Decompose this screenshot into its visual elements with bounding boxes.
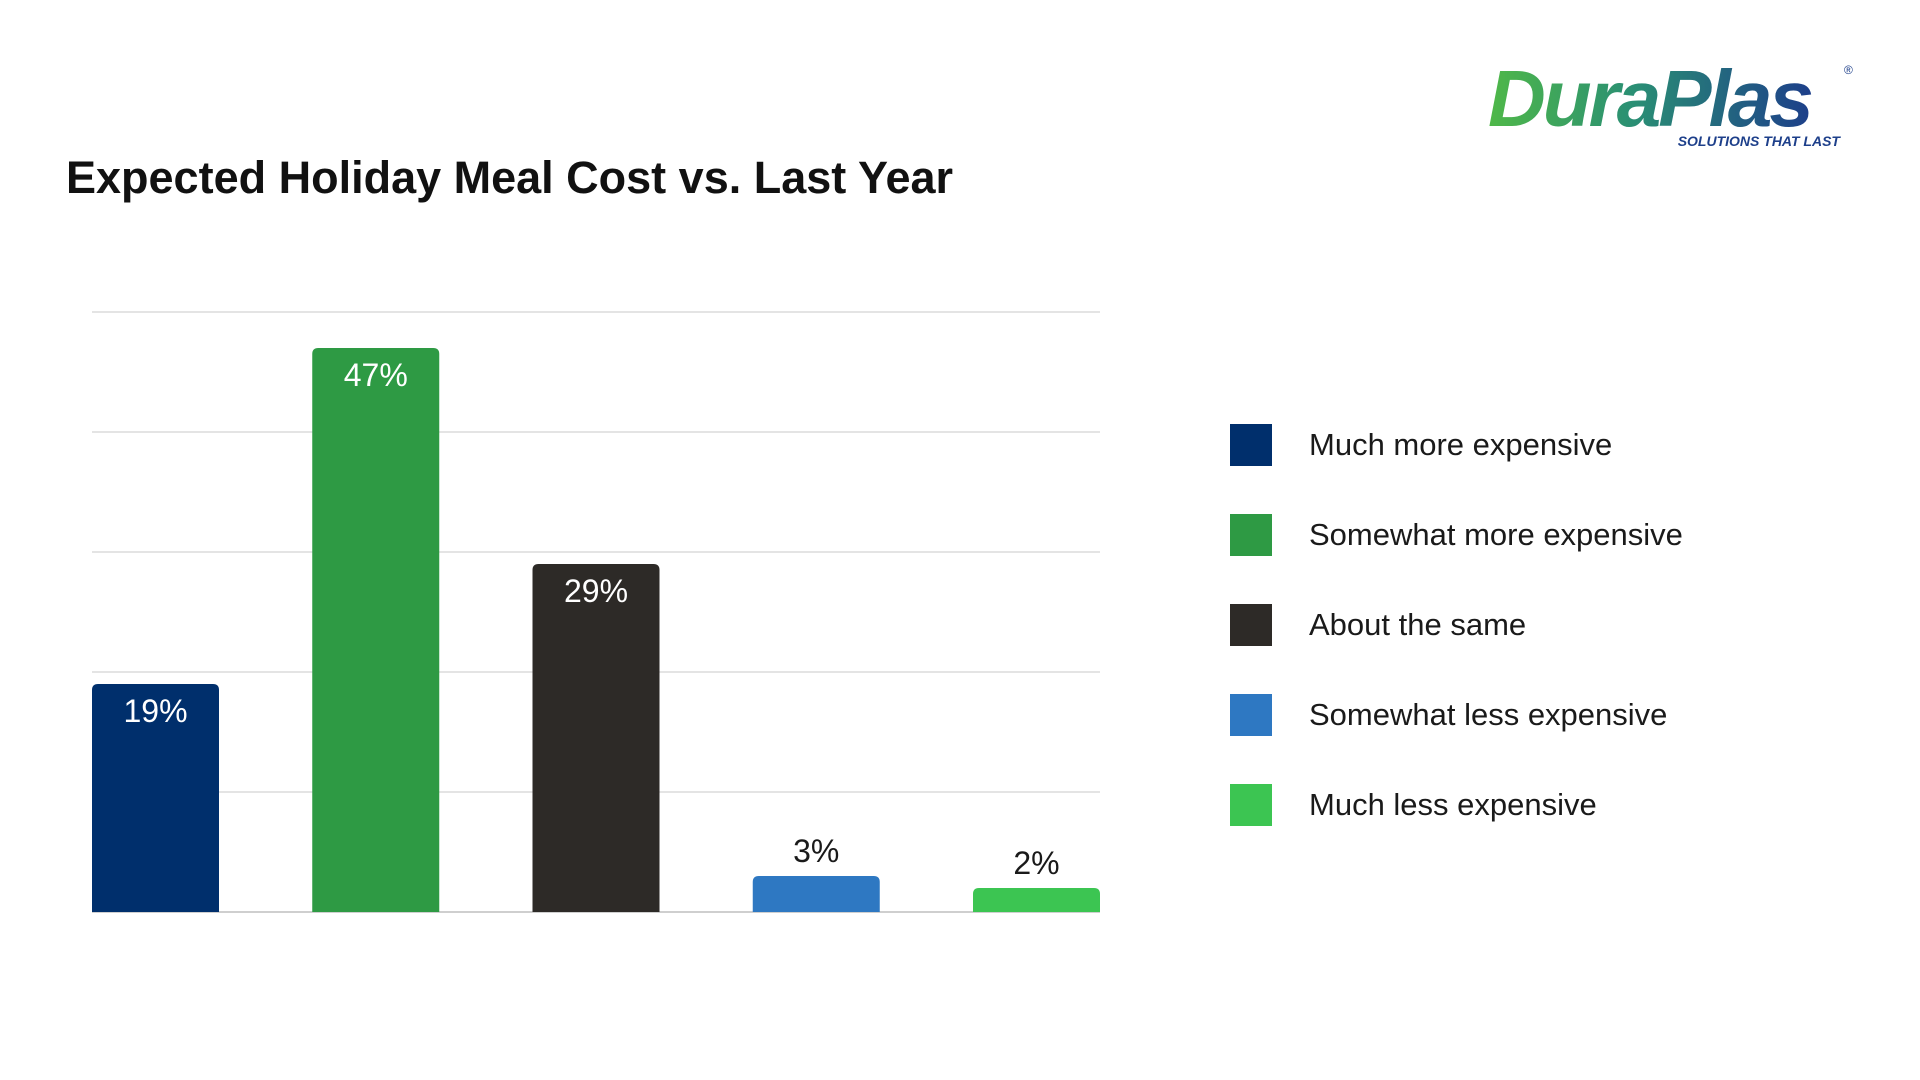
bar-value-label: 3%	[793, 833, 839, 869]
legend-item: About the same	[1230, 580, 1850, 670]
legend-swatch	[1230, 604, 1272, 646]
logo-tagline: SOLUTIONS THAT LAST	[1678, 133, 1842, 149]
legend-label: Much less expensive	[1309, 787, 1597, 822]
bar-value-label: 2%	[1013, 845, 1059, 881]
bar-much-more-expensive	[92, 684, 219, 912]
chart-legend: Much more expensive Somewhat more expensi…	[1230, 400, 1850, 850]
legend-swatch	[1230, 784, 1272, 826]
legend-swatch	[1230, 514, 1272, 556]
legend-swatch	[1230, 424, 1272, 466]
logo-brand-part1: Dura	[1488, 54, 1660, 143]
legend-item: Much more expensive	[1230, 400, 1850, 490]
duraplas-logo-graphic: DuraPlas ® SOLUTIONS THAT LAST	[1488, 54, 1853, 149]
bar-about-the-same	[532, 564, 660, 912]
duraplas-logo: DuraPlas ® SOLUTIONS THAT LAST	[1482, 54, 1862, 154]
bar-value-label: 29%	[564, 573, 628, 609]
legend-swatch	[1230, 694, 1272, 736]
bar-value-label: 47%	[344, 357, 408, 393]
legend-item: Somewhat less expensive	[1230, 670, 1850, 760]
legend-item: Somewhat more expensive	[1230, 490, 1850, 580]
bar-much-less-expensive	[973, 888, 1100, 912]
legend-label: Somewhat more expensive	[1309, 517, 1683, 552]
chart-title: Expected Holiday Meal Cost vs. Last Year	[66, 152, 954, 203]
legend-label: Somewhat less expensive	[1309, 697, 1668, 732]
legend-label: About the same	[1309, 607, 1527, 642]
bar-value-label: 19%	[123, 693, 187, 729]
legend-item: Much less expensive	[1230, 760, 1850, 850]
legend-label: Much more expensive	[1309, 427, 1613, 462]
bar-somewhat-less-expensive	[752, 876, 880, 912]
svg-text:DuraPlas: DuraPlas	[1488, 54, 1811, 143]
logo-registered-mark: ®	[1844, 63, 1853, 77]
bar-somewhat-more-expensive	[312, 348, 440, 912]
logo-brand-part2: Plas	[1658, 54, 1811, 143]
